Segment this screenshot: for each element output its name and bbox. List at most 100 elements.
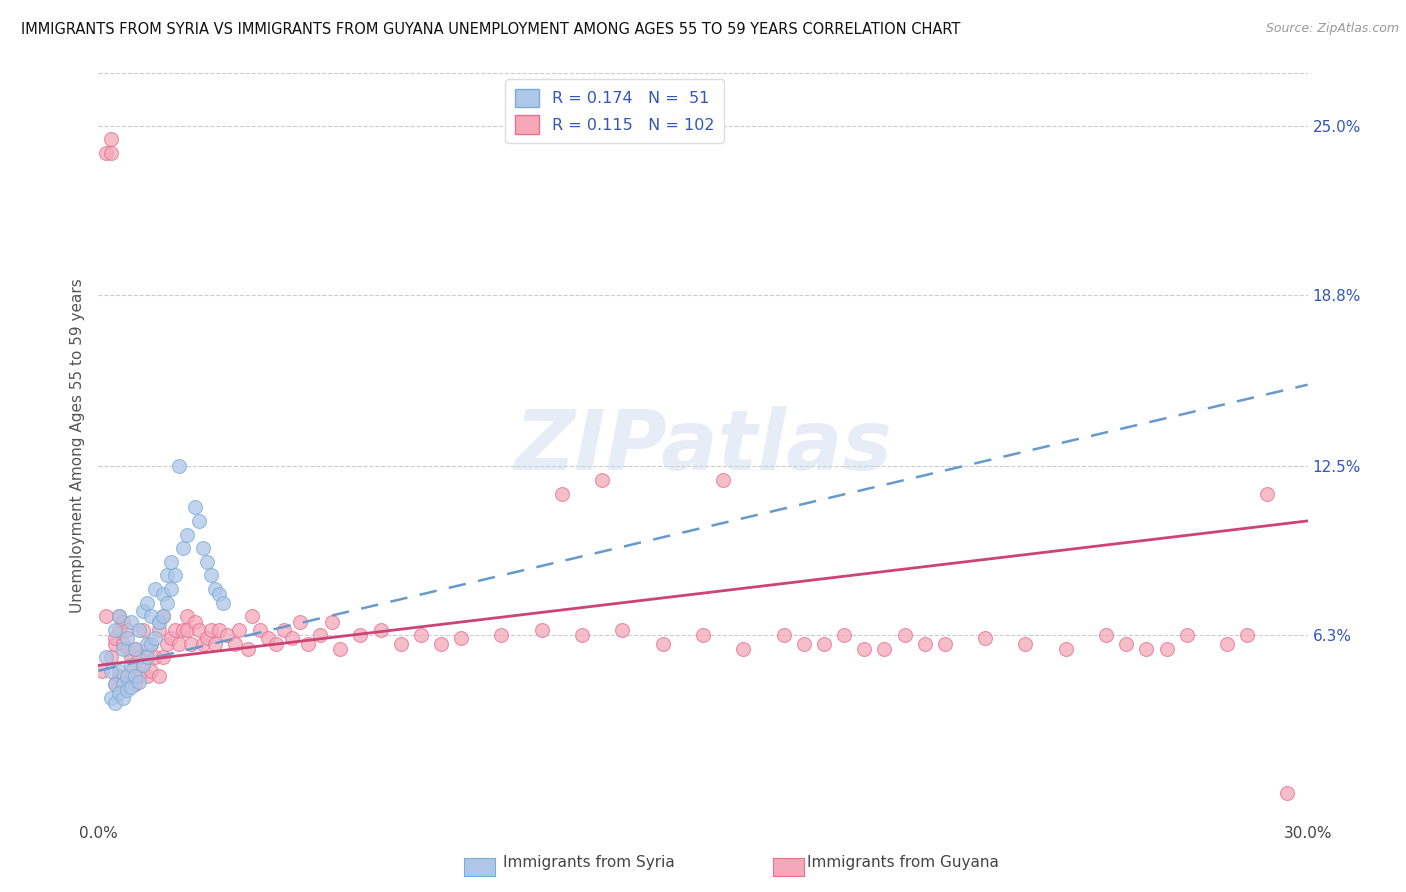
Point [1277,786,1299,800]
Point [1054,642,1077,657]
Point [115,623,138,637]
Point [132,623,155,637]
Point [124,642,146,657]
Point [193,636,215,650]
Point [692,628,714,642]
Point [195,631,218,645]
Point [309,628,332,642]
Point [152,587,174,601]
Point [204,636,226,650]
Point [124,642,146,657]
Point [152,609,174,624]
Point [132,658,155,673]
Point [111,642,134,657]
Point [236,642,259,657]
Point [184,615,207,629]
Point [120,650,142,665]
Point [571,628,593,642]
Point [1095,628,1118,642]
Point [370,623,392,637]
Point [228,623,250,637]
Point [240,609,263,624]
Point [813,636,835,650]
Point [107,609,129,624]
Point [321,615,343,629]
Point [111,677,134,691]
Point [430,636,453,650]
Point [167,459,190,474]
Point [148,615,170,629]
Point [163,623,186,637]
Point [139,609,162,624]
Point [281,631,304,645]
Point [530,623,553,637]
Point [135,596,157,610]
Point [188,623,211,637]
Point [115,669,138,683]
Point [139,664,162,678]
Point [208,623,231,637]
Point [111,677,134,691]
Point [1014,636,1036,650]
Point [160,555,183,569]
Point [176,623,198,637]
Point [591,473,613,487]
Text: ZIPatlas: ZIPatlas [515,406,891,486]
Point [128,650,150,665]
Point [733,642,755,657]
Point [148,669,170,683]
Point [96,609,118,624]
Point [288,615,311,629]
Point [160,631,183,645]
Point [450,631,472,645]
Point [124,669,146,683]
Point [143,582,166,596]
Point [793,636,815,650]
Point [612,623,634,637]
Point [974,631,997,645]
Point [491,628,513,642]
Point [893,628,915,642]
Point [217,628,239,642]
Y-axis label: Unemployment Among Ages 55 to 59 years: Unemployment Among Ages 55 to 59 years [69,278,84,614]
Point [135,636,157,650]
Point [132,658,155,673]
Point [156,596,179,610]
Point [711,473,734,487]
Point [204,582,226,596]
Point [120,680,142,694]
Point [163,568,186,582]
Point [176,609,198,624]
Point [135,669,157,683]
Point [100,664,122,678]
Point [128,674,150,689]
Point [1156,642,1178,657]
Point [115,682,138,697]
Point [148,615,170,629]
Point [651,636,673,650]
Point [135,642,157,657]
Point [273,623,295,637]
Point [914,636,936,650]
Point [107,623,129,637]
Point [103,636,125,650]
Point [120,664,142,678]
Point [208,587,231,601]
Point [264,636,287,650]
Text: Immigrants from Guyana: Immigrants from Guyana [807,855,998,870]
Point [256,631,278,645]
Point [853,642,876,657]
Point [156,568,179,582]
Point [1115,636,1137,650]
Text: IMMIGRANTS FROM SYRIA VS IMMIGRANTS FROM GUYANA UNEMPLOYMENT AMONG AGES 55 TO 59: IMMIGRANTS FROM SYRIA VS IMMIGRANTS FROM… [21,22,960,37]
Point [111,615,134,629]
Point [115,642,138,657]
Point [193,541,215,556]
Point [934,636,956,650]
Point [1175,628,1198,642]
Point [100,691,122,706]
Point [124,677,146,691]
Point [103,623,125,637]
Point [103,677,125,691]
Point [143,631,166,645]
